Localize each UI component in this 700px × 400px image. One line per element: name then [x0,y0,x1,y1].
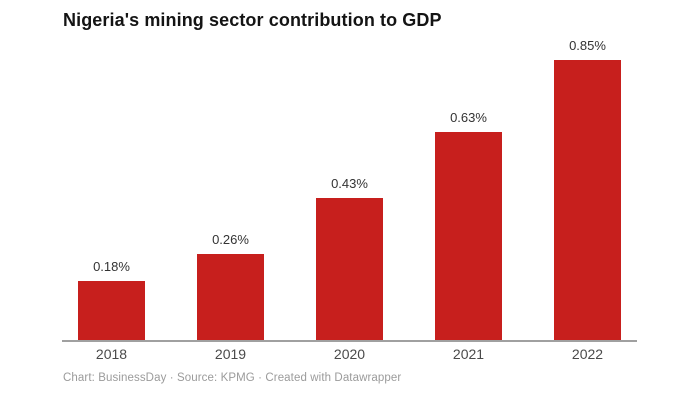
bar-value-label: 0.26% [212,232,249,247]
bar [78,281,145,340]
bar-group-2020: 0.43% [316,176,383,340]
bar-group-2018: 0.18% [78,259,145,340]
bar [554,60,621,340]
x-axis-tick-labels: 2018 2019 2020 2021 2022 [62,346,637,362]
bar-value-label: 0.43% [331,176,368,191]
x-tick-label: 2021 [452,346,485,362]
chart-title: Nigeria's mining sector contribution to … [63,10,442,30]
chart-footer-attribution: Chart: BusinessDay · Source: KPMG · Crea… [63,372,402,384]
plot-area: 0.18% 0.26% 0.43% 0.63% 0.85% [62,0,637,340]
bar-value-label: 0.63% [450,110,487,125]
x-axis-baseline [62,340,637,342]
x-tick-label: 2019 [214,346,247,362]
x-tick-label: 2020 [333,346,366,362]
bar [435,132,502,340]
bars-container: 0.18% 0.26% 0.43% 0.63% 0.85% [62,0,637,340]
bar-value-label: 0.18% [93,259,130,274]
bar-value-label: 0.85% [569,38,606,53]
bar [316,198,383,340]
bar-group-2021: 0.63% [435,110,502,340]
bar [197,254,264,340]
bar-group-2022: 0.85% [554,38,621,340]
bar-group-2019: 0.26% [197,232,264,340]
x-tick-label: 2022 [571,346,604,362]
x-tick-label: 2018 [95,346,128,362]
